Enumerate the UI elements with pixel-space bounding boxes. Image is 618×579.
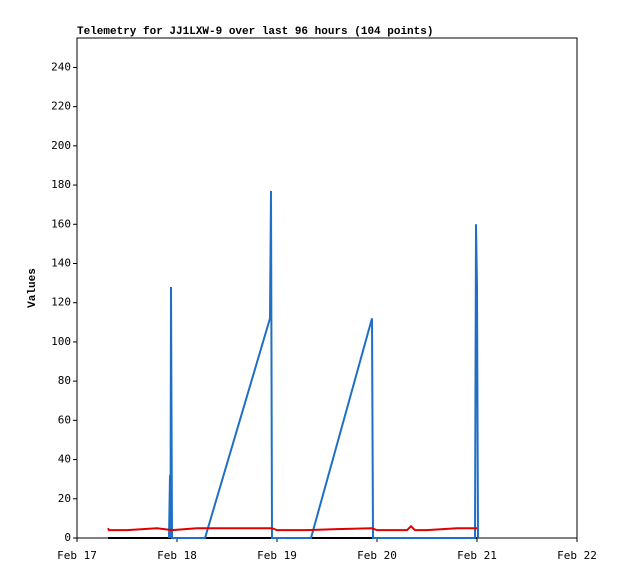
y-tick-label: 40 — [58, 453, 71, 466]
x-tick-label: Feb 19 — [257, 549, 297, 562]
series-line — [168, 190, 479, 539]
y-tick-label: 20 — [58, 492, 71, 505]
y-tick-label: 100 — [51, 335, 71, 348]
y-tick-label: 80 — [58, 374, 71, 387]
x-tick-label: Feb 18 — [157, 549, 197, 562]
x-tick-label: Feb 21 — [457, 549, 497, 562]
chart-title: Telemetry for JJ1LXW-9 over last 96 hour… — [77, 26, 433, 38]
y-tick-label: 200 — [51, 139, 71, 152]
x-tick-label: Feb 20 — [357, 549, 397, 562]
y-tick-label: 240 — [51, 60, 71, 73]
y-tick-label: 60 — [58, 413, 71, 426]
series-line — [107, 524, 477, 532]
y-axis-label: Values — [27, 268, 39, 308]
plot-frame — [76, 37, 578, 539]
y-tick-label: 120 — [51, 296, 71, 309]
y-tick-label: 140 — [51, 256, 71, 269]
y-tick-label: 180 — [51, 178, 71, 191]
x-tick-label: Feb 22 — [557, 549, 597, 562]
y-tick-label: 160 — [51, 217, 71, 230]
y-tick-label: 0 — [64, 531, 71, 544]
y-tick-label: 220 — [51, 100, 71, 113]
x-tick-label: Feb 17 — [57, 549, 97, 562]
